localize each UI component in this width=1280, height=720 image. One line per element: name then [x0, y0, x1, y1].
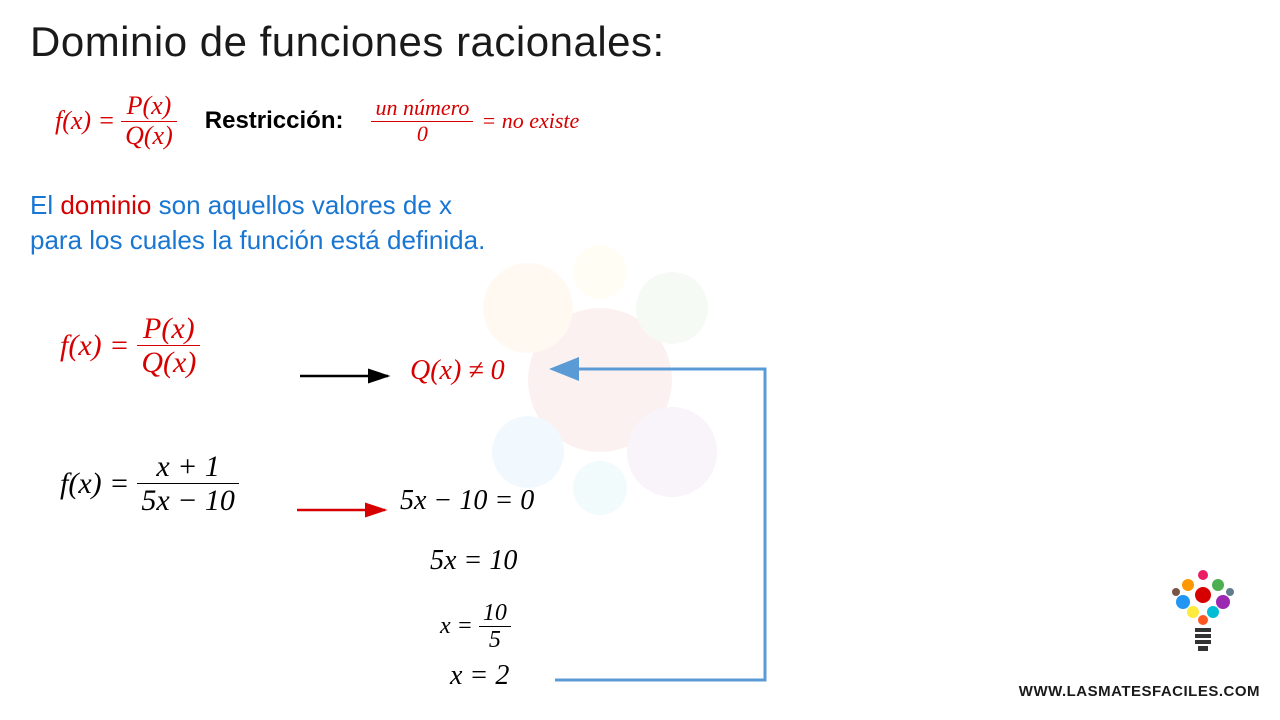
solve-step-1: 5x − 10 = 0 — [400, 485, 534, 517]
fraction-example: x + 1 5x − 10 — [137, 450, 239, 517]
fraction-pq-2: P(x) Q(x) — [137, 312, 200, 379]
domain-definition-text: El dominio son aquellos valores de x par… — [30, 188, 490, 258]
formula-fx-pq: f(x) = P(x) Q(x) — [55, 92, 177, 150]
arrow-black — [300, 366, 400, 386]
page-title: Dominio de funciones racionales: — [30, 18, 665, 66]
solve-step-3: x = 10 5 — [440, 600, 511, 654]
formula-example: f(x) = x + 1 5x − 10 — [60, 450, 239, 517]
qx-not-zero: Q(x) ≠ 0 — [410, 355, 505, 387]
solve-step-4: x = 2 — [450, 660, 509, 692]
restriction-label: Restricción: — [205, 107, 344, 135]
logo-lightbulb — [1158, 560, 1248, 660]
formula-row-1: f(x) = P(x) Q(x) Restricción: un número … — [55, 92, 579, 150]
fx-lhs: f(x) = — [55, 106, 115, 136]
blue-connector — [545, 355, 785, 695]
formula-fx-pq-2: f(x) = P(x) Q(x) — [60, 312, 200, 379]
restriction-formula: un número 0 = no existe — [371, 96, 579, 145]
restriction-rhs: = no existe — [481, 108, 579, 134]
website-url: WWW.LASMATESFACILES.COM — [1019, 683, 1260, 700]
solve-step-2: 5x = 10 — [430, 545, 517, 577]
solve-fraction: 10 5 — [479, 600, 511, 654]
restriction-fraction: un número 0 — [371, 96, 473, 145]
arrow-red — [297, 500, 397, 520]
fraction-pq: P(x) Q(x) — [121, 92, 177, 150]
